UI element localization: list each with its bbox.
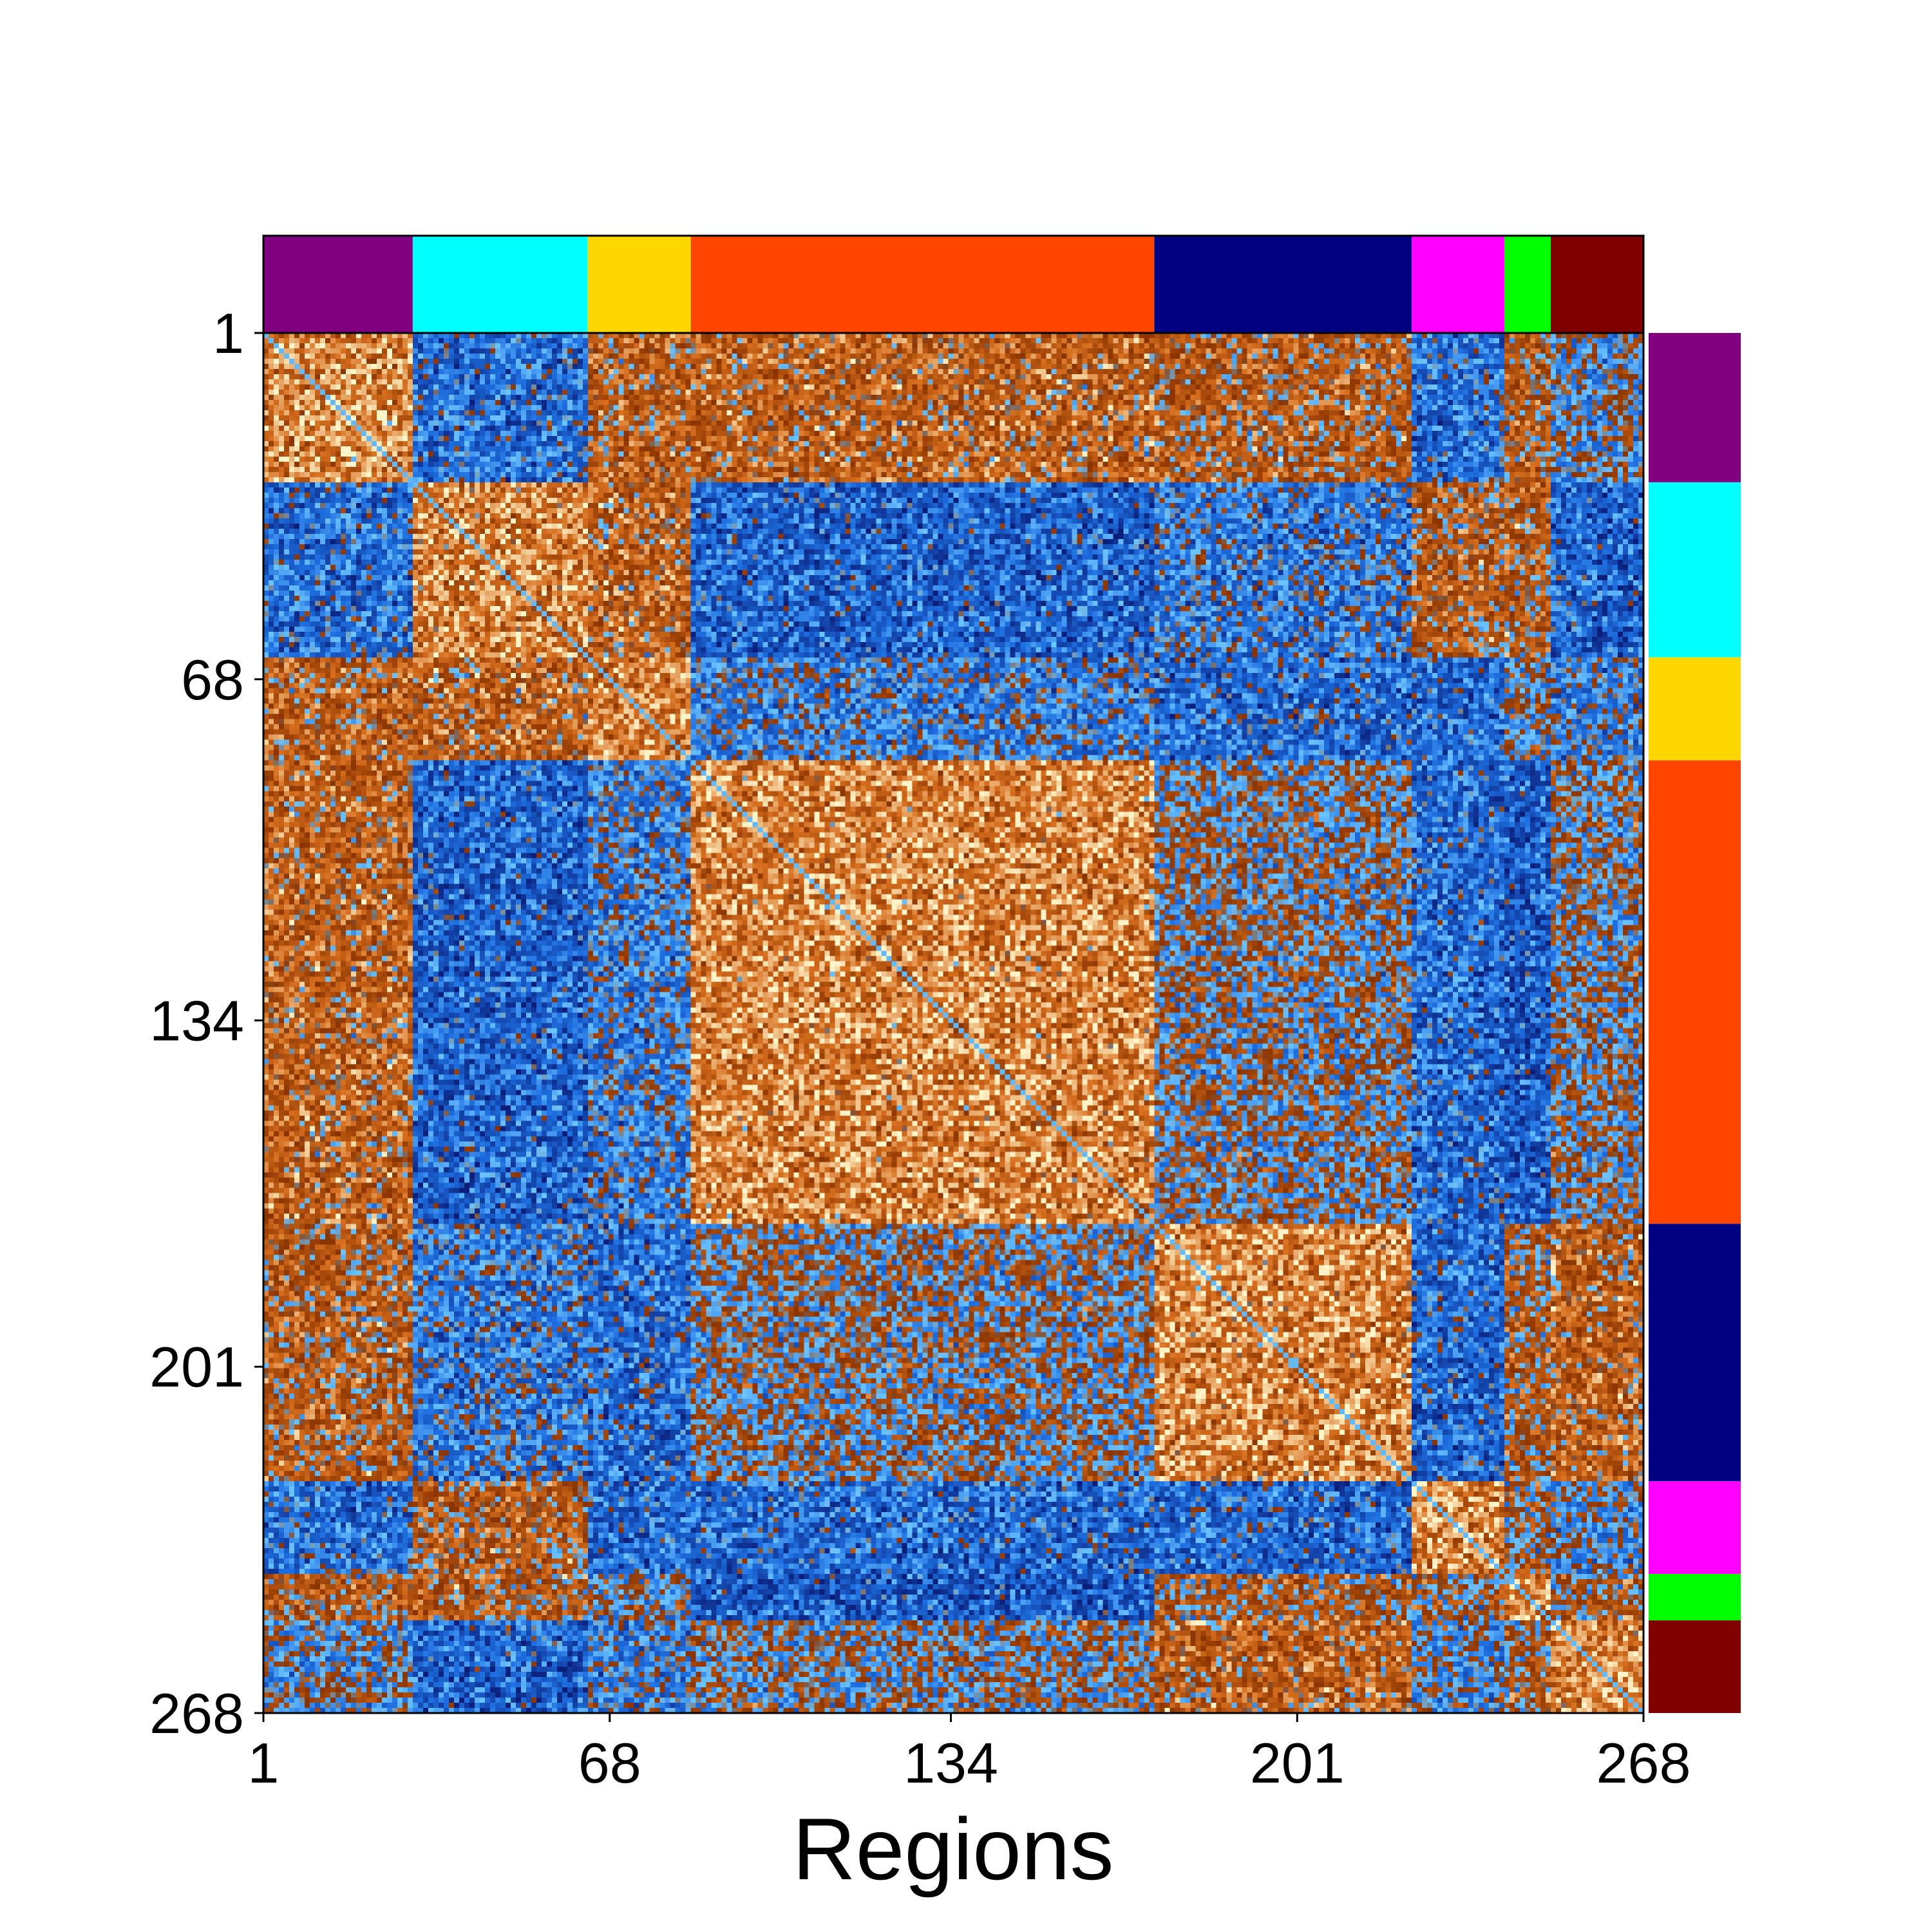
top-network-segment-5 [1154, 236, 1412, 333]
right-network-segment-5 [1649, 1224, 1741, 1482]
right-network-segment-6 [1649, 1481, 1741, 1575]
y-axis: 1 68 134 201 268 [149, 301, 263, 1745]
x-tick-label-3: 134 [904, 1731, 998, 1795]
y-tick-label-1: 1 [213, 301, 244, 365]
y-tick-label-2: 68 [181, 648, 244, 712]
x-tick-label-2: 68 [578, 1731, 641, 1795]
top-network-color-bar-frame [262, 234, 1645, 334]
right-network-color-bar [1649, 333, 1741, 1713]
top-network-color-bar [263, 236, 1643, 333]
x-tick-label-1: 1 [248, 1731, 279, 1795]
right-network-segment-3 [1649, 657, 1741, 761]
right-network-segment-1 [1649, 333, 1741, 482]
top-network-segment-8 [1551, 236, 1643, 333]
heatmap-plot-area [262, 332, 1645, 1714]
y-tick-label-5: 268 [149, 1681, 244, 1745]
y-tick-label-3: 134 [149, 989, 244, 1052]
top-network-segment-6 [1412, 236, 1505, 333]
x-tick-label-4: 201 [1250, 1731, 1345, 1795]
right-network-segment-8 [1649, 1620, 1741, 1713]
top-network-segment-2 [412, 236, 588, 333]
top-network-segment-1 [263, 236, 413, 333]
right-network-segment-7 [1649, 1574, 1741, 1621]
heatmap-matrix [263, 333, 1643, 1713]
x-axis-label: Regions [793, 1800, 1114, 1898]
top-network-segment-4 [690, 236, 1155, 333]
y-tick-label-4: 201 [149, 1335, 244, 1399]
x-tick-label-5: 268 [1596, 1731, 1691, 1795]
top-network-segment-3 [587, 236, 691, 333]
x-axis: 1 68 134 201 268 [248, 1713, 1691, 1795]
right-network-segment-2 [1649, 482, 1741, 658]
top-network-segment-7 [1504, 236, 1551, 333]
right-network-segment-4 [1649, 760, 1741, 1224]
